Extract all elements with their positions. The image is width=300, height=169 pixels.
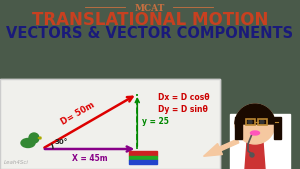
Ellipse shape — [21, 139, 35, 148]
Text: Leah4Sci: Leah4Sci — [4, 160, 29, 165]
Text: Dy = D sinθ: Dy = D sinθ — [158, 104, 208, 114]
Bar — [129, 151, 157, 156]
Text: Dx = D cosθ: Dx = D cosθ — [158, 92, 210, 102]
Text: X = 45m: X = 45m — [72, 154, 107, 163]
Polygon shape — [245, 129, 265, 169]
Bar — [0, 79, 220, 169]
FancyArrow shape — [204, 139, 239, 156]
Circle shape — [29, 133, 39, 143]
Circle shape — [248, 120, 252, 124]
Bar — [0, 79, 220, 169]
Bar — [235, 117, 242, 139]
Circle shape — [235, 104, 275, 144]
Text: MCAT: MCAT — [135, 4, 165, 13]
Text: D= 50m: D= 50m — [59, 100, 96, 127]
Bar — [230, 114, 290, 169]
Text: 30°: 30° — [55, 139, 68, 145]
Wedge shape — [235, 104, 275, 124]
Bar — [129, 156, 157, 160]
Text: TRANSLATIONAL MOTION: TRANSLATIONAL MOTION — [32, 11, 268, 29]
Bar — [274, 117, 281, 139]
Text: VECTORS & VECTOR COMPONENTS: VECTORS & VECTOR COMPONENTS — [6, 26, 294, 41]
Bar — [246, 119, 255, 125]
Ellipse shape — [250, 131, 260, 135]
Bar — [258, 119, 267, 125]
Bar — [129, 160, 157, 164]
Circle shape — [250, 153, 254, 157]
Circle shape — [260, 120, 264, 124]
Bar — [251, 109, 261, 119]
Text: y = 25: y = 25 — [142, 117, 169, 126]
Wedge shape — [38, 137, 41, 139]
